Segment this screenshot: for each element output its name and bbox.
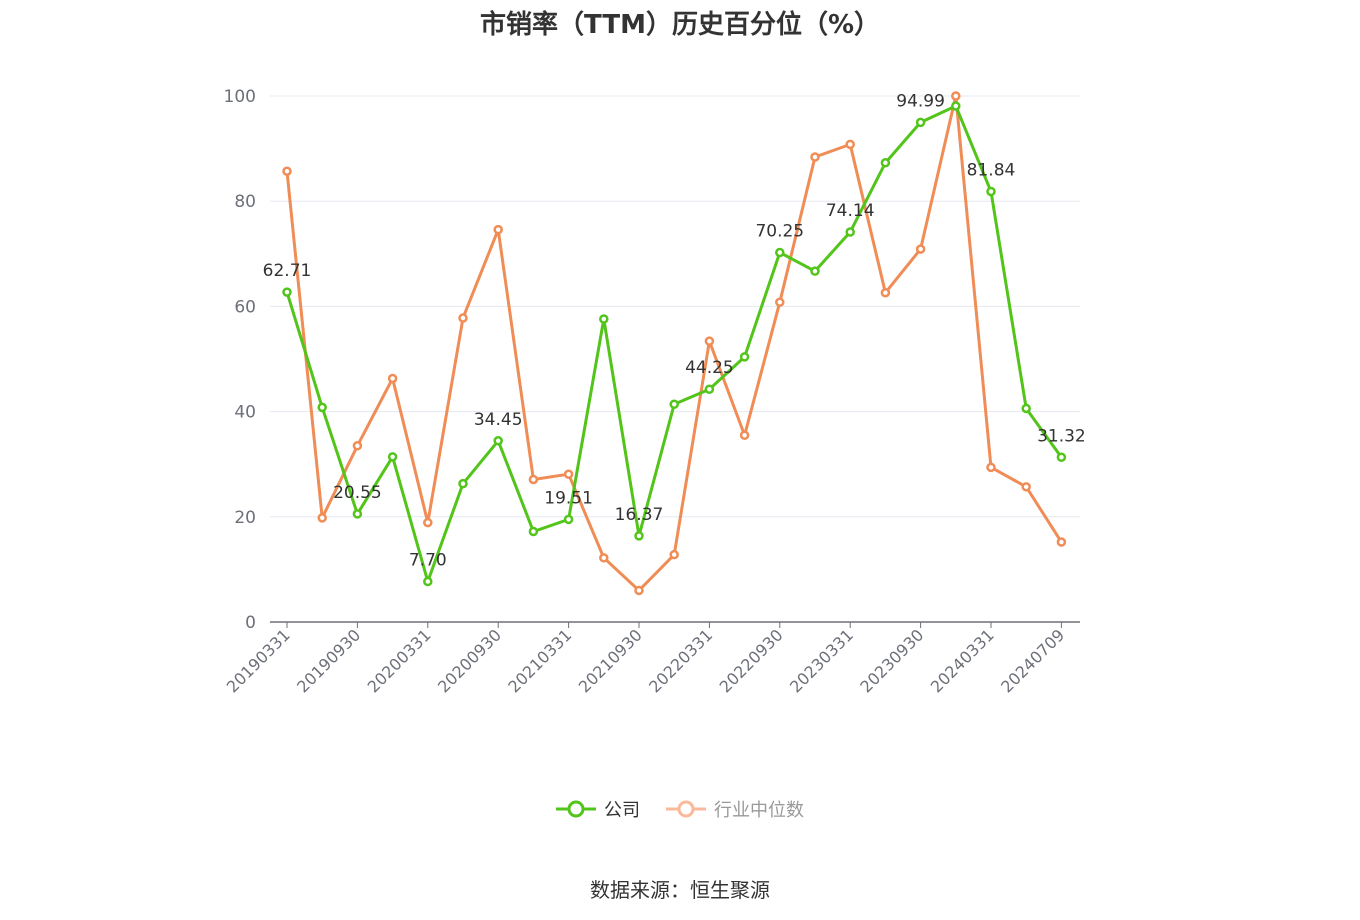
x-tick-label: 20200331	[364, 625, 435, 696]
data-label: 16.37	[615, 505, 664, 525]
data-point-industry	[880, 287, 891, 298]
x-tick-label: 20240331	[927, 625, 998, 696]
data-point-company	[563, 514, 574, 525]
axes: 0 20 40 60 80 100 20190331 20190930 20200331 2020…	[223, 87, 1080, 696]
y-tick-label: 60	[234, 297, 256, 317]
data-point-company	[282, 287, 292, 297]
data-point-company	[458, 478, 468, 489]
series-line-company	[285, 104, 1063, 583]
data-point-industry	[387, 373, 398, 384]
data-label: 34.45	[474, 410, 523, 430]
x-tick-label: 20230331	[786, 625, 857, 696]
data-point-industry	[528, 474, 539, 485]
x-tick-label: 20220930	[716, 625, 787, 696]
data-point-industry	[704, 336, 715, 346]
y-tick-label: 100	[224, 87, 256, 107]
data-point-company	[1056, 452, 1067, 463]
x-tick-label: 20240709	[997, 625, 1068, 696]
series-lines	[282, 91, 1067, 596]
circle-line-icon	[666, 800, 706, 818]
data-label: 19.51	[544, 488, 593, 508]
data-label: 81.84	[967, 161, 1016, 181]
y-tick-label: 0	[245, 613, 256, 633]
data-point-industry	[634, 585, 644, 596]
data-point-industry	[669, 549, 679, 560]
data-point-company	[739, 352, 750, 362]
x-tick-label: 20190930	[293, 625, 364, 696]
legend-label-industry: 行业中位数	[714, 800, 804, 821]
data-label: 70.25	[755, 221, 804, 241]
data-point-industry	[986, 462, 996, 473]
data-point-industry	[458, 313, 468, 323]
data-point-industry	[1021, 482, 1031, 492]
y-tick-label: 40	[234, 403, 256, 423]
x-tick-label: 20200930	[434, 625, 505, 696]
data-point-industry	[493, 224, 503, 235]
data-label: 44.25	[685, 358, 734, 378]
data-point-industry	[317, 513, 327, 523]
data-label: 94.99	[896, 91, 945, 111]
data-point-company	[599, 314, 609, 324]
data-point-company	[845, 227, 855, 237]
legend-label-company: 公司	[604, 800, 640, 821]
data-point-industry	[739, 430, 750, 441]
data-point-industry	[951, 91, 961, 101]
data-label: 74.14	[826, 201, 875, 221]
data-label: 31.32	[1037, 426, 1086, 446]
data-point-company	[387, 452, 398, 462]
data-point-company	[1021, 403, 1031, 414]
x-tick-label: 20210331	[504, 625, 575, 696]
data-point-company	[317, 402, 327, 413]
x-tick-label: 20230930	[856, 625, 927, 696]
source-note: 数据来源：恒生聚源	[590, 878, 770, 902]
data-label: 62.71	[263, 261, 312, 281]
data-point-industry	[915, 244, 926, 254]
grid-lines	[270, 95, 1080, 518]
data-point-company	[704, 384, 715, 394]
data-point-company	[986, 186, 996, 197]
x-tick-label: 20210930	[575, 625, 646, 696]
data-labels: 62.71 20.55 7.70 34.45 19.51 16.37 44.25 70.25 7…	[263, 91, 1086, 570]
data-point-company	[880, 158, 891, 168]
data-point-industry	[352, 441, 363, 451]
x-tick-label: 20220331	[645, 625, 716, 696]
data-point-company	[423, 576, 433, 587]
circle-line-icon	[556, 800, 596, 818]
data-point-company	[775, 247, 785, 258]
data-point-industry	[775, 297, 785, 307]
legend-item-industry[interactable]: 行业中位数	[666, 796, 804, 822]
data-point-company	[669, 399, 679, 409]
data-point-industry	[1056, 537, 1067, 547]
data-point-industry	[810, 152, 820, 162]
data-point-company	[915, 117, 926, 128]
data-point-company	[634, 531, 644, 541]
data-point-industry	[563, 469, 574, 479]
data-point-industry	[282, 166, 292, 176]
y-tick-label: 80	[234, 192, 256, 212]
data-point-company	[951, 101, 961, 111]
x-tick-label: 20190331	[223, 625, 294, 696]
data-point-industry	[423, 517, 433, 528]
legend: 公司 行业中位数	[0, 796, 1360, 822]
data-point-industry	[845, 139, 855, 150]
series-line-industry	[285, 94, 1063, 592]
legend-item-company[interactable]: 公司	[556, 796, 640, 822]
chart-title: 市销率（TTM）历史百分位（%）	[480, 10, 880, 40]
data-point-industry	[599, 553, 609, 563]
data-label: 7.70	[409, 550, 447, 570]
y-tick-label: 20	[234, 508, 256, 528]
data-point-company	[528, 526, 539, 537]
data-label: 20.55	[333, 483, 382, 503]
data-point-company	[810, 266, 820, 276]
data-point-company	[352, 509, 363, 519]
data-point-company	[493, 436, 503, 446]
